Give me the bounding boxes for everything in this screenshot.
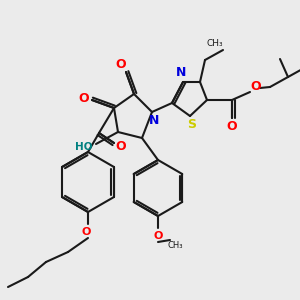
Text: O: O <box>227 119 237 133</box>
Text: N: N <box>149 113 159 127</box>
Text: O: O <box>116 140 126 152</box>
Text: O: O <box>79 92 89 104</box>
Text: CH₃: CH₃ <box>207 40 223 49</box>
Text: S: S <box>188 118 196 131</box>
Text: O: O <box>116 58 126 70</box>
Text: CH₃: CH₃ <box>167 241 183 250</box>
Text: HO: HO <box>75 142 93 152</box>
Text: O: O <box>81 227 91 237</box>
Text: O: O <box>251 80 261 94</box>
Text: N: N <box>176 67 186 80</box>
Text: O: O <box>153 231 163 241</box>
